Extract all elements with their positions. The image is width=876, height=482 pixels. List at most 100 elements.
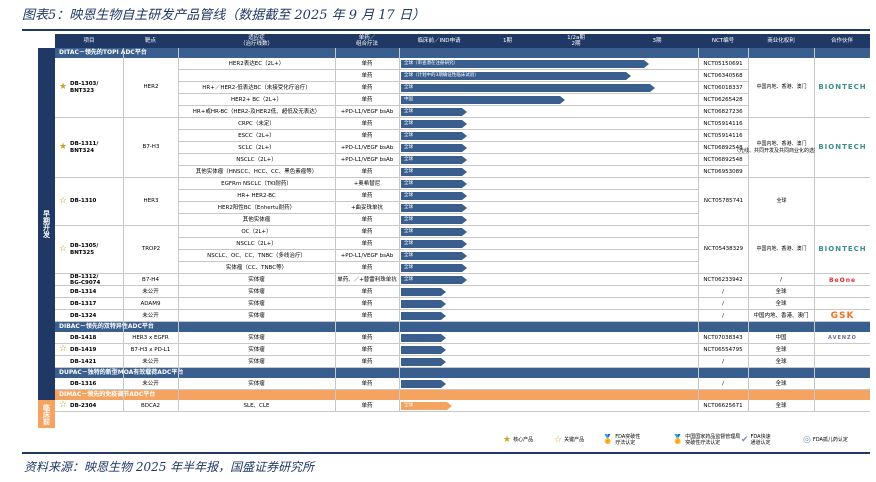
table-row: HER2表达EC（2L+） 单药 NCT05150691 全球（审查潜在注册研究） bbox=[55, 58, 870, 70]
target-cell: B7-H3 x PD-L1 bbox=[130, 347, 171, 353]
target-cell: TROP2 bbox=[124, 226, 178, 273]
partner-logo: AVENZO bbox=[815, 333, 870, 343]
star-outline-icon: ☆ bbox=[554, 435, 563, 445]
regimen-cell: 单药 bbox=[361, 133, 373, 139]
table-row: HR+ HER2-BC 单药 全球 bbox=[55, 190, 870, 202]
drug-name-cell: DB-1314 bbox=[70, 289, 97, 295]
rights-cell: 全球 bbox=[775, 403, 787, 409]
pipeline-progress-bar: 全球 bbox=[401, 252, 467, 260]
pipeline-progress-bar: 全球 bbox=[401, 204, 467, 212]
column-divider bbox=[814, 48, 815, 412]
indication-cell: HR+ HER2-BC bbox=[237, 193, 276, 199]
table-row: 实体瘤 单药 / DB-1316 未公开 全球 bbox=[55, 378, 870, 390]
legend-nmpa-btd: 🏅 中国国家药品监督管理局 突破性疗法认定 bbox=[672, 433, 740, 447]
regimen-cell: 单药 bbox=[361, 193, 373, 199]
target-cell: 未公开 bbox=[142, 359, 159, 365]
nct-cell: NCT05914116 bbox=[703, 121, 743, 127]
nct-cell: NCT06827236 bbox=[703, 109, 743, 115]
core-product-star-icon: ★ bbox=[59, 81, 68, 92]
target-cell: B7-H4 bbox=[142, 277, 159, 283]
nct-cell: NCT06892548 bbox=[703, 145, 743, 151]
rights-cell: 中国内地、香港、澳门 bbox=[749, 226, 814, 273]
header-regimen: 单药／ 组合疗法 bbox=[355, 35, 378, 47]
key-product-star-icon: ☆ bbox=[59, 195, 68, 206]
legend-fda-btd: 🏅 FDA突破性 疗法认定 bbox=[602, 433, 640, 447]
pipeline-progress-bar: 全球 bbox=[401, 156, 467, 164]
regimen-cell: 单药 bbox=[361, 73, 373, 79]
indication-cell: HER2表达EC（2L+） bbox=[228, 61, 285, 67]
drug-name-cell: DB-1312/ BG-C9074 bbox=[70, 274, 101, 286]
regimen-cell: 单药 bbox=[361, 169, 373, 175]
partner-logo: GSK bbox=[815, 311, 870, 321]
legend-fda-fast-track: ✔ FDA快速 通道认定 bbox=[741, 433, 771, 447]
nct-cell: NCT05785741 bbox=[699, 178, 748, 225]
table-row: HER2阳性BC（Enhertu耐药） +曲妥珠单抗 全球 bbox=[55, 202, 870, 214]
check-badge-icon: ✔ bbox=[741, 435, 749, 445]
regimen-cell: 单药 bbox=[361, 313, 373, 319]
regimen-cell: 单药 bbox=[361, 289, 373, 295]
indication-cell: OC（2L+） bbox=[241, 229, 272, 235]
table-row: HR+或HR-BC（HER2-及HER2低、超低及无表达） +PD-L1/VEGF… bbox=[55, 106, 870, 118]
indication-cell: CRPC（未定） bbox=[238, 121, 275, 127]
indication-cell: NSCLC（2L+） bbox=[236, 241, 277, 247]
legend-label: 关键产品 bbox=[564, 437, 585, 443]
regimen-cell: 单药 bbox=[361, 85, 373, 91]
top-rule bbox=[22, 29, 870, 31]
column-divider bbox=[748, 48, 749, 412]
orphan-badge-icon: ◎ bbox=[803, 435, 811, 445]
indication-cell: 实体瘤 bbox=[248, 381, 265, 387]
header-indication: 适应症 （治疗线数） bbox=[239, 35, 273, 47]
indication-cell: SCLC（2L+） bbox=[238, 145, 275, 151]
nct-cell: NCT06340568 bbox=[703, 73, 743, 79]
pipeline-progress-bar: 全球 bbox=[401, 240, 467, 248]
regimen-cell: 单药 bbox=[361, 359, 373, 365]
rights-cell: 全球 bbox=[775, 359, 787, 365]
pipeline-progress-bar: 全球 bbox=[401, 120, 467, 128]
pipeline-progress-bar bbox=[401, 300, 446, 308]
pipeline-progress-bar bbox=[401, 334, 446, 342]
header-partner: 合作伙伴 bbox=[830, 38, 853, 44]
header-nct: NCT编号 bbox=[711, 38, 735, 44]
table-row: 实体瘤 单药 / DB-1314 未公开 全球 bbox=[55, 286, 870, 298]
rights-cell: 全球 bbox=[775, 381, 787, 387]
key-product-star-icon: ☆ bbox=[59, 344, 68, 354]
table-row: ESCC（2L+） 单药 NCT05914116 全球 bbox=[55, 130, 870, 142]
pipeline-progress-bar: 全球 bbox=[401, 132, 467, 140]
table-row: HER2+ BC（2L+） 单药 NCT06265428 中国 bbox=[55, 94, 870, 106]
nct-cell: NCT07038343 bbox=[703, 335, 743, 341]
table-row: NSCLC（2L+） +PD-L1/VEGF bsAb NCT06892548 全球 bbox=[55, 154, 870, 166]
nct-cell: NCT05914116 bbox=[703, 133, 743, 139]
indication-cell: NSCLC（2L+） bbox=[236, 157, 277, 163]
indication-cell: 实体瘤 bbox=[248, 335, 265, 341]
nct-cell: NCT06233942 bbox=[703, 277, 743, 283]
target-cell: HER3 bbox=[124, 178, 178, 225]
medal-icon: 🏅 bbox=[602, 435, 614, 445]
target-cell: HER3 x EGFR bbox=[132, 335, 169, 341]
core-product-star-icon: ★ bbox=[59, 141, 68, 152]
pipeline-progress-bar: 全球（计划中的3期确证性临床试验） bbox=[401, 72, 631, 80]
legend-label: 核心产品 bbox=[513, 437, 534, 443]
table-header: 项目 靶点 适应症 （治疗线数） 单药／ 组合疗法 临床前／IND申请 1期 1… bbox=[55, 34, 870, 48]
rights-cell: 全球 bbox=[749, 178, 814, 225]
table-row: SCLC（2L+） +PD-L1/VEGF bsAb NCT06892548 全球 bbox=[55, 142, 870, 154]
sidebar-early-development: 早期开发 bbox=[38, 48, 55, 400]
indication-cell: 实体瘤 bbox=[248, 301, 265, 307]
rights-cell: / bbox=[780, 277, 782, 283]
table-row: HR+／HER2-低表达BC（未接受化疗治疗） 单药 NCT06018337 全球 bbox=[55, 82, 870, 94]
header-rights: 商业化权利 bbox=[767, 38, 795, 44]
target-cell: B7-H3 bbox=[124, 118, 178, 177]
pipeline-progress-bar: 中国 bbox=[401, 96, 565, 104]
indication-cell: SLE、CLE bbox=[243, 403, 270, 409]
nct-cell: NCT06265428 bbox=[703, 97, 743, 103]
table-row: 单药 NCT06340568 全球（计划中的3期确证性临床试验） bbox=[55, 70, 870, 82]
nct-cell: / bbox=[722, 289, 724, 295]
rights-cell: 中国内地、香港、澳门 bbox=[749, 58, 814, 117]
header-phase2: 1/2a期 2期 bbox=[567, 35, 585, 47]
pipeline-progress-bar: 全球 bbox=[401, 84, 655, 92]
regimen-cell: 单药、／+替雷利珠单抗 bbox=[337, 277, 397, 283]
regimen-cell: 单药 bbox=[361, 217, 373, 223]
partner-logo: BeOne bbox=[815, 275, 870, 285]
pipeline-progress-bar bbox=[401, 346, 446, 354]
regimen-cell: 单药 bbox=[361, 347, 373, 353]
column-divider bbox=[123, 48, 124, 412]
